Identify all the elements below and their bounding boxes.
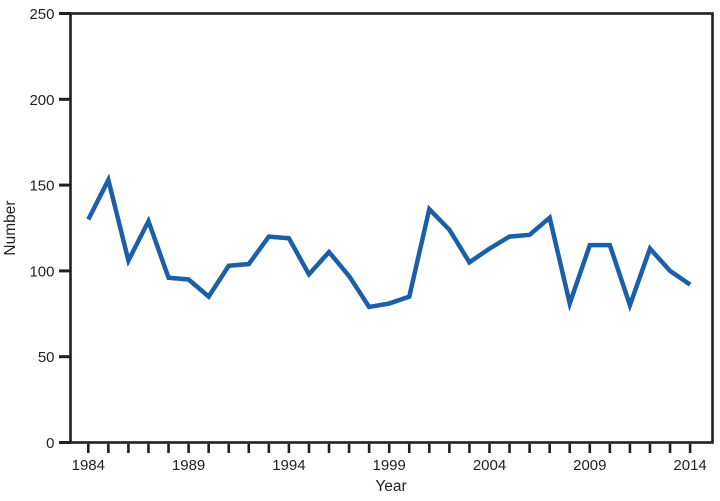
plot-frame [69, 12, 714, 444]
y-tick-label: 150 [29, 178, 54, 195]
y-tick-label: 50 [38, 349, 55, 366]
x-axis-title: Year [375, 478, 407, 495]
y-tick-label: 250 [29, 6, 54, 23]
x-tick-label: 1999 [373, 457, 406, 474]
y-tick-label: 0 [46, 435, 54, 452]
x-tick-label: 2004 [473, 457, 506, 474]
x-tick-label: 2009 [573, 457, 606, 474]
x-tick-label: 1994 [272, 457, 305, 474]
y-axis-title: Number [2, 200, 19, 256]
data-line [86, 173, 692, 313]
x-tick-label: 1984 [72, 457, 105, 474]
y-tick-label: 200 [29, 92, 54, 109]
x-tick-label: 1989 [172, 457, 205, 474]
y-tick-label: 100 [29, 263, 54, 280]
x-tick-label: 2014 [673, 457, 706, 474]
